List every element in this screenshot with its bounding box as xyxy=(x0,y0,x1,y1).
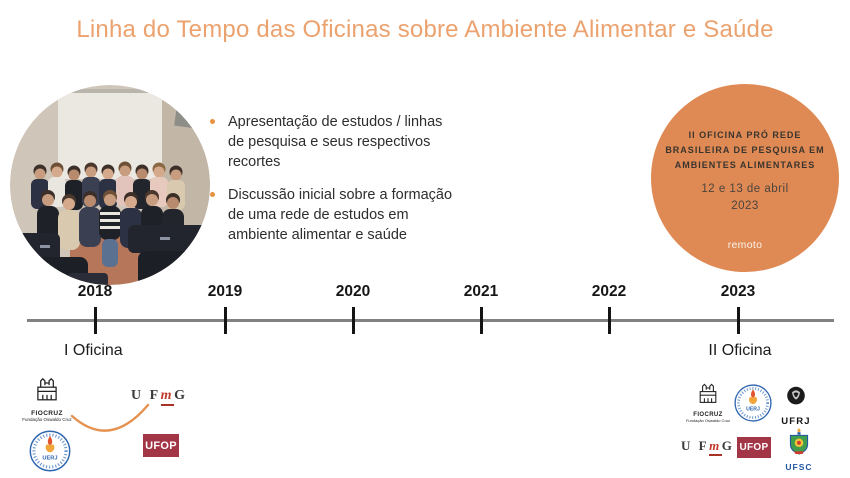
uerj-emblem-icon: UERJ xyxy=(734,384,772,422)
ufmg-m: m xyxy=(160,388,175,406)
group-photo-illustration xyxy=(10,85,210,285)
bullet-dot-icon xyxy=(210,119,215,124)
ufrj-logo: UFRJ xyxy=(775,386,817,427)
timeline-tick-2019 xyxy=(224,307,227,334)
bullet-text: Discussão inicial sobre a formação de um… xyxy=(228,187,453,243)
group-photo xyxy=(10,85,210,285)
ufmg-suffix: G xyxy=(174,388,188,403)
timeline-tick-2023 xyxy=(737,307,740,334)
uerj-logo: UERJ xyxy=(28,429,72,473)
event-circle: II OFICINA PRÓ REDE BRASILEIRA DE PESQUI… xyxy=(651,84,839,272)
uerj-logo: UERJ xyxy=(733,383,773,423)
event-mode: remoto xyxy=(727,239,763,251)
bullet-text: Apresentação de estudos / linhas de pesq… xyxy=(228,114,443,170)
fiocruz-castle-icon xyxy=(699,383,717,403)
slide-title: Linha do Tempo das Oficinas sobre Ambien… xyxy=(76,16,774,43)
timeline-start-label: I Oficina xyxy=(64,342,123,359)
timeline-year: 2020 xyxy=(335,283,371,300)
decorative-arc-icon xyxy=(70,403,150,432)
timeline-tick-2021 xyxy=(480,307,483,334)
timeline-year: 2023 xyxy=(720,283,756,300)
timeline-year: 2019 xyxy=(207,283,243,300)
timeline-axis xyxy=(27,319,834,322)
ufmg-logo: U FmG xyxy=(681,438,735,456)
ufmg-m: m xyxy=(709,438,722,456)
bullet-item: Apresentação de estudos / linhas de pesq… xyxy=(208,112,460,172)
event-title: II OFICINA PRÓ REDE BRASILEIRA DE PESQUI… xyxy=(665,130,825,170)
ufrj-emblem-icon xyxy=(787,386,805,405)
fiocruz-logo: FIOCRUZ Fundação Oswaldo Cruz xyxy=(683,381,733,423)
ufsc-name: UFSC xyxy=(785,462,813,472)
ufop-logo: UFOP xyxy=(737,437,771,458)
timeline-tick-2020 xyxy=(352,307,355,334)
fiocruz-name: FIOCRUZ xyxy=(693,412,723,418)
timeline-year: 2022 xyxy=(591,283,627,300)
timeline-year: 2018 xyxy=(77,283,113,300)
fiocruz-name: FIOCRUZ xyxy=(31,410,63,417)
timeline-year: 2021 xyxy=(463,283,499,300)
timeline-end-label: II Oficina xyxy=(708,342,772,359)
ufop-logo: UFOP xyxy=(143,434,179,457)
event-date: 12 e 13 de abril xyxy=(701,183,789,195)
uerj-name: UERJ xyxy=(42,455,57,461)
uerj-name: UERJ xyxy=(746,407,760,413)
ufsc-emblem-icon xyxy=(789,428,809,455)
bullet-list: Apresentação de estudos / linhas de pesq… xyxy=(208,112,460,258)
bullet-dot-icon xyxy=(210,192,215,197)
ufrj-name: UFRJ xyxy=(781,416,811,427)
fiocruz-logo: FIOCRUZ Fundação Oswaldo Cruz xyxy=(22,375,72,422)
fiocruz-subtitle: Fundação Oswaldo Cruz xyxy=(685,418,731,423)
fiocruz-castle-icon xyxy=(37,377,57,401)
uerj-emblem-icon: UERJ xyxy=(29,430,71,472)
fiocruz-subtitle: Fundação Oswaldo Cruz xyxy=(22,417,72,422)
bullet-item: Discussão inicial sobre a formação de um… xyxy=(208,185,460,245)
ufmg-prefix: U F xyxy=(681,438,710,453)
event-year: 2023 xyxy=(731,200,759,212)
timeline-tick-2018 xyxy=(94,307,97,334)
ufmg-logo: U FmG xyxy=(131,388,188,406)
ufmg-suffix: G xyxy=(721,438,735,453)
timeline-tick-2022 xyxy=(608,307,611,334)
ufmg-prefix: U F xyxy=(131,388,161,403)
ufsc-logo: UFSC xyxy=(778,428,820,472)
